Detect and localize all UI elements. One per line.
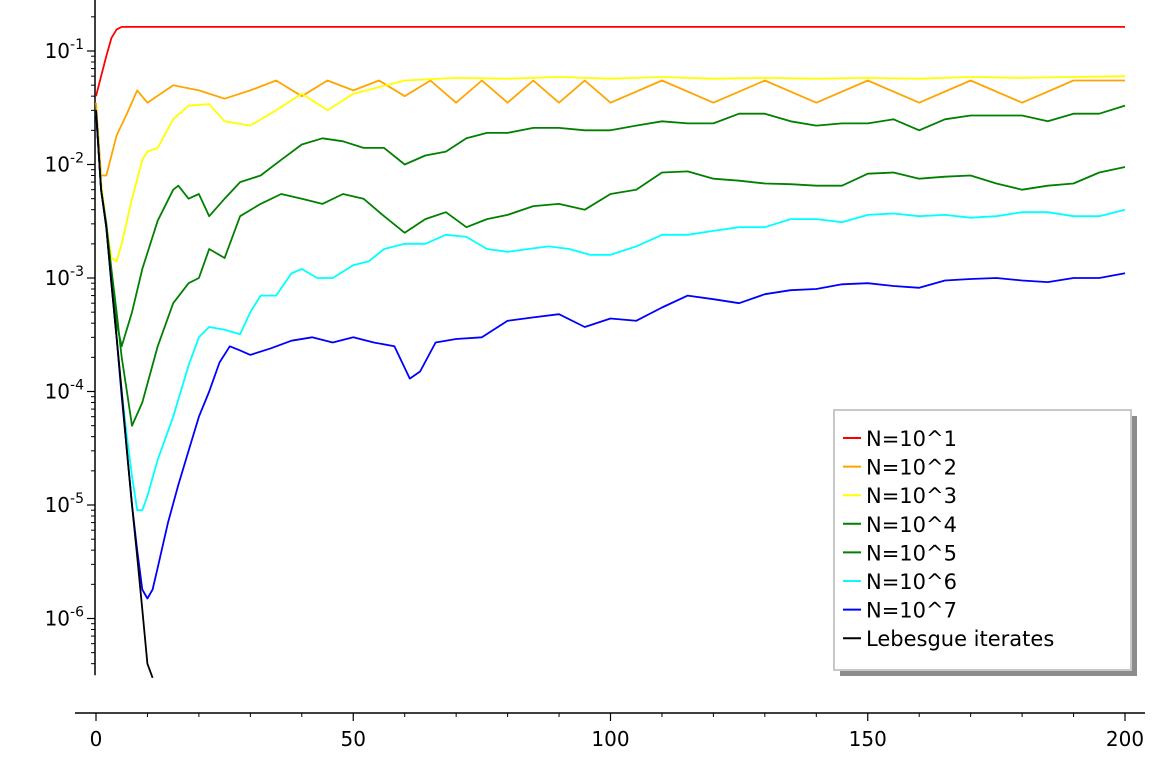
y-tick-mantissa: 10 <box>45 380 70 404</box>
legend-label: N=10^5 <box>866 541 957 565</box>
series-line <box>95 110 1126 427</box>
legend-label: N=10^4 <box>866 513 957 537</box>
series-line <box>95 25 1125 97</box>
y-tick-exponent: -5 <box>70 491 84 507</box>
y-tick-exponent: -6 <box>70 605 84 621</box>
x-tick-label: 200 <box>1106 727 1144 751</box>
y-tick-label: 10-1 <box>45 37 84 63</box>
y-tick-mantissa: 10 <box>45 153 70 177</box>
y-tick-exponent: -3 <box>70 264 84 280</box>
y-tick-label: 10-6 <box>45 605 85 631</box>
legend-label: N=10^7 <box>866 599 957 623</box>
series-line <box>95 104 1126 348</box>
axes: 10-110-210-310-410-510-60 50 100 150 200 <box>45 0 1145 751</box>
y-tick-mantissa: 10 <box>45 607 70 631</box>
legend-label: N=10^1 <box>866 427 957 451</box>
y-tick-exponent: -1 <box>70 37 84 53</box>
legend: N=10^1 N=10^2 N=10^3 N=10^4 N=10^5 N=10^6 N=10… <box>833 409 1137 676</box>
y-tick-exponent: -4 <box>70 378 84 394</box>
x-tick-label: 150 <box>849 727 887 751</box>
y-tick-mantissa: 10 <box>45 493 70 517</box>
legend-label: N=10^6 <box>866 570 957 594</box>
y-tick-label: 10-3 <box>45 264 84 290</box>
x-tick-label: 50 <box>341 727 366 751</box>
y-tick-label: 10-4 <box>45 378 85 404</box>
series-line <box>95 110 1126 600</box>
legend-box <box>833 409 1132 671</box>
y-tick-mantissa: 10 <box>45 39 70 63</box>
y-tick-label: 10-2 <box>45 151 84 177</box>
x-tick-label: 0 <box>90 727 103 751</box>
legend-label: N=10^3 <box>866 484 957 508</box>
series-line <box>95 79 1125 177</box>
legend-label: N=10^2 <box>866 456 957 480</box>
series-line <box>95 110 154 679</box>
x-tick-label: 100 <box>591 727 629 751</box>
series-line <box>95 75 1126 263</box>
y-tick-exponent: -2 <box>70 151 84 167</box>
y-tick-mantissa: 10 <box>45 266 70 290</box>
series-line <box>95 110 1126 512</box>
series-layer <box>95 25 1126 679</box>
y-tick-label: 10-5 <box>45 491 84 517</box>
legend-label: Lebesgue iterates <box>866 627 1054 651</box>
